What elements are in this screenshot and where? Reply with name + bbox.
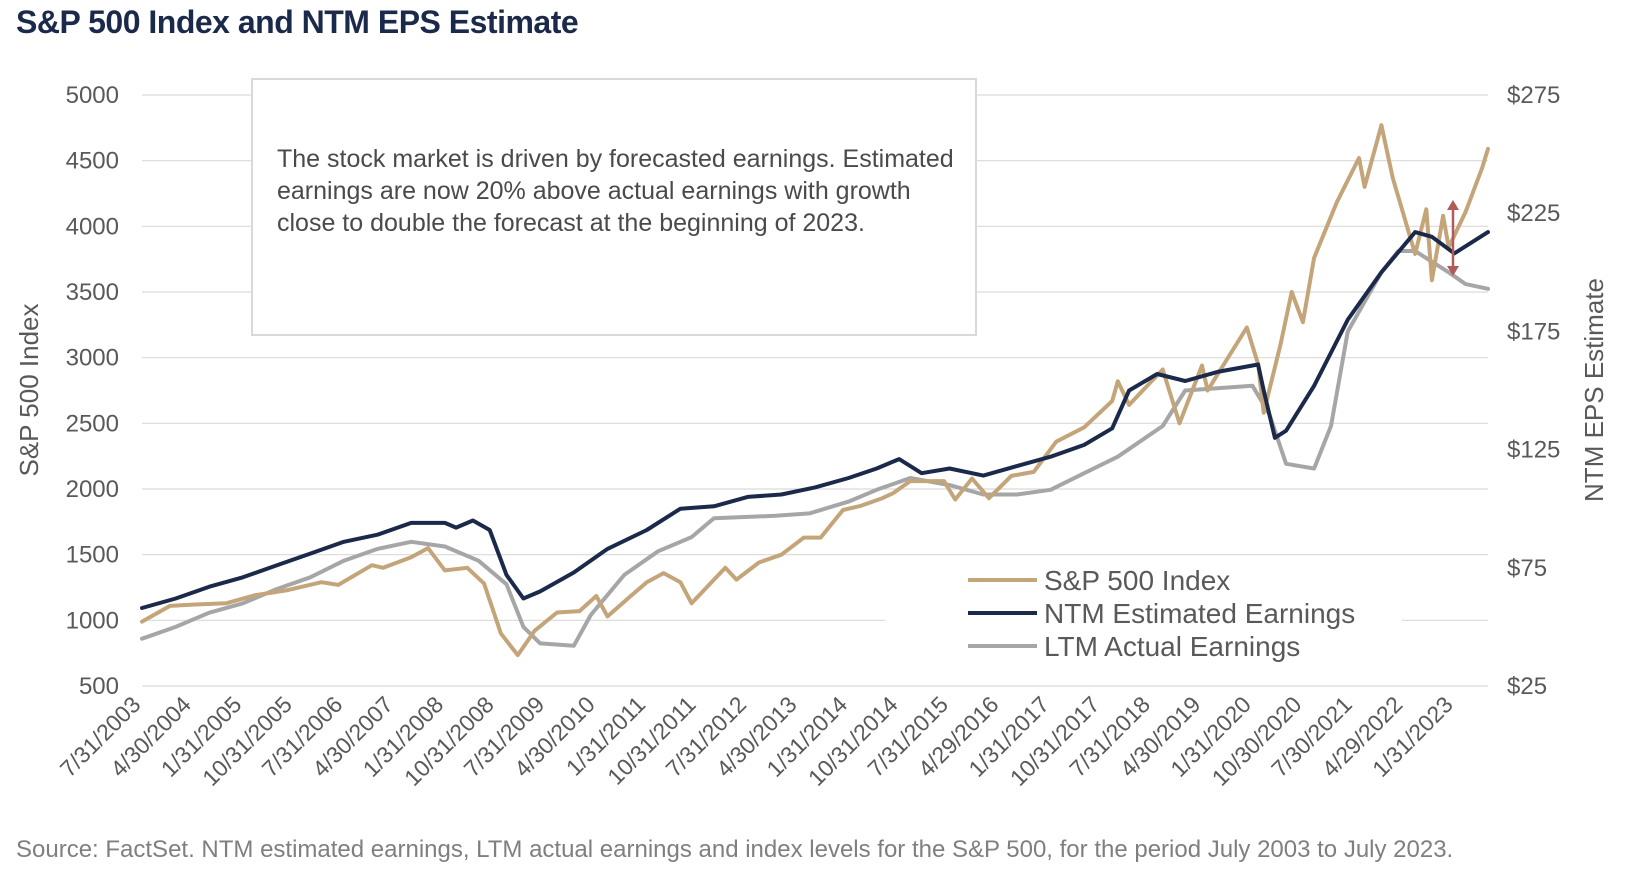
annotation-box: The stock market is driven by forecasted…: [251, 78, 977, 336]
right-tick-label: $275: [1507, 82, 1560, 109]
right-tick-label: $25: [1507, 673, 1547, 700]
series-line-1: [140, 230, 1490, 610]
chart-title: S&P 500 Index and NTM EPS Estimate: [16, 4, 579, 40]
left-tick-label: 4000: [66, 213, 119, 240]
left-axis-ticks: 5000 4500 4000 3500 3000 2500 2000 1500 1000 500: [66, 82, 119, 700]
gap-arrow-head-down: [1447, 266, 1459, 276]
series-lines: [140, 123, 1490, 658]
left-tick-label: 2000: [66, 476, 119, 503]
left-tick-label: 4500: [66, 148, 119, 175]
legend-label: LTM Actual Earnings: [1044, 631, 1300, 662]
right-tick-label: $75: [1507, 555, 1547, 582]
left-tick-label: 2500: [66, 410, 119, 437]
source-note: Source: FactSet. NTM estimated earnings,…: [16, 836, 1454, 863]
left-tick-label: 3500: [66, 279, 119, 306]
right-tick-label: $225: [1507, 200, 1560, 227]
right-axis-ticks: $275 $225 $175 $125 $75 $25: [1507, 82, 1560, 700]
annotation-text: The stock market is driven by forecasted…: [277, 145, 954, 237]
left-tick-label: 500: [79, 673, 119, 700]
left-tick-label: 3000: [66, 345, 119, 372]
gap-arrow-head-up: [1447, 200, 1459, 210]
legend-label: S&P 500 Index: [1044, 565, 1230, 596]
left-tick-label: 1000: [66, 607, 119, 634]
gap-arrow: [1447, 200, 1459, 276]
series-line-2: [140, 249, 1490, 648]
series-line-0: [140, 123, 1490, 658]
legend-label: NTM Estimated Earnings: [1044, 598, 1355, 629]
right-tick-label: $125: [1507, 437, 1560, 464]
left-axis-title: S&P 500 Index: [14, 304, 44, 477]
left-tick-label: 5000: [66, 82, 119, 109]
right-tick-label: $175: [1507, 318, 1560, 345]
x-axis-ticks: 7/31/20034/30/20041/31/200510/31/20057/3…: [55, 691, 1458, 791]
left-tick-label: 1500: [66, 542, 119, 569]
right-axis-title: NTM EPS Estimate: [1579, 278, 1609, 502]
